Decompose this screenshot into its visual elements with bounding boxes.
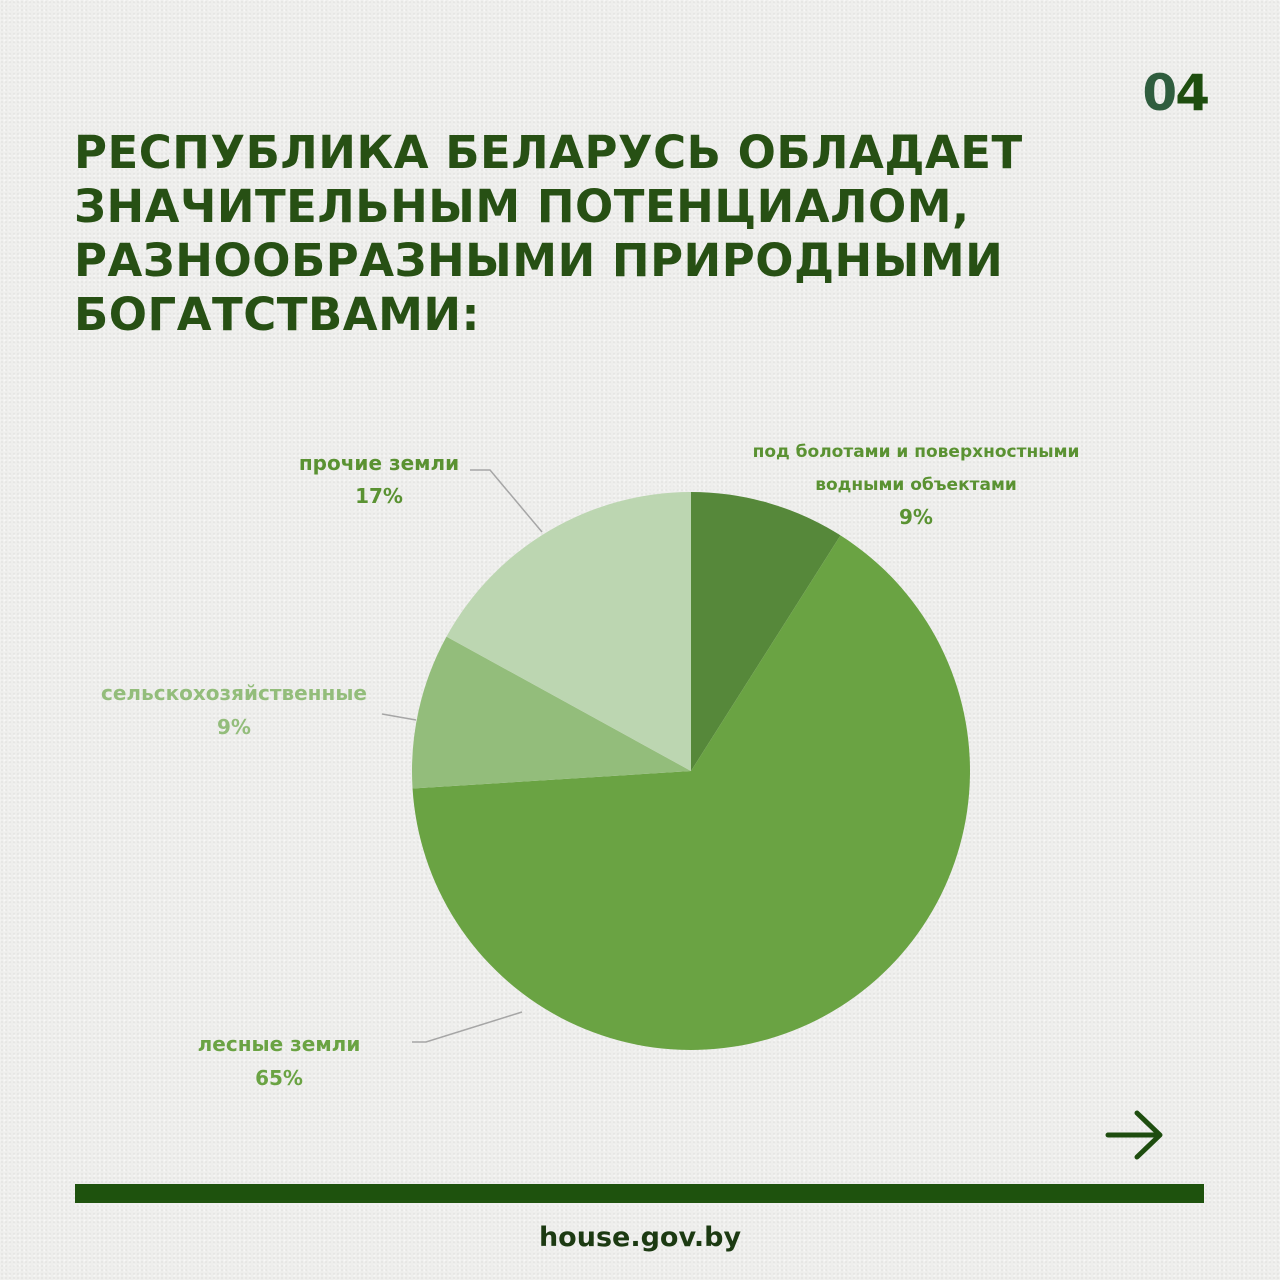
pie-slices <box>411 492 970 1050</box>
leader-line-agricultural <box>381 713 417 721</box>
slice-label-swamps-line-1: под болотами и поверхностными <box>753 442 1080 462</box>
slice-value-other-lands: 17% <box>355 484 403 508</box>
slice-other-lands <box>446 492 691 771</box>
leader-line-forest <box>412 1011 523 1043</box>
slice-agricultural <box>411 636 691 789</box>
slice-value-agricultural: 9% <box>217 715 251 739</box>
page-number: 04 <box>1142 68 1210 118</box>
leader-line-other-lands <box>470 469 543 533</box>
slice-value-swamps: 9% <box>899 505 933 529</box>
page-number-digit-0: 0 <box>1142 64 1177 122</box>
site-link[interactable]: house.gov.by <box>538 1222 742 1253</box>
headline-line-4: БОГАТСТВАМИ: <box>74 288 481 341</box>
page-number-digit-1: 4 <box>1175 64 1210 122</box>
headline: РЕСПУБЛИКА БЕЛАРУСЬ ОБЛАДАЕТ ЗНАЧИТЕЛЬНЫ… <box>74 126 1134 342</box>
slice-label-agricultural: сельскохозяйственные <box>101 681 367 705</box>
slice-label-forest: лесные земли <box>198 1032 361 1056</box>
slice-value-forest: 65% <box>255 1066 303 1090</box>
slice-label-swamps-line-2: водными объектами <box>815 475 1017 495</box>
slice-forest <box>412 535 970 1050</box>
bottom-bar <box>75 1184 1204 1203</box>
headline-line-3: РАЗНООБРАЗНЫМИ ПРИРОДНЫМИ <box>74 234 1004 287</box>
slice-label-other-lands: прочие земли <box>299 451 459 475</box>
headline-line-1: РЕСПУБЛИКА БЕЛАРУСЬ ОБЛАДАЕТ <box>74 126 1023 179</box>
slice-swamps-water <box>691 492 841 771</box>
arrow-right-icon[interactable] <box>1104 1108 1166 1162</box>
headline-line-2: ЗНАЧИТЕЛЬНЫМ ПОТЕНЦИАЛОМ, <box>74 180 970 233</box>
